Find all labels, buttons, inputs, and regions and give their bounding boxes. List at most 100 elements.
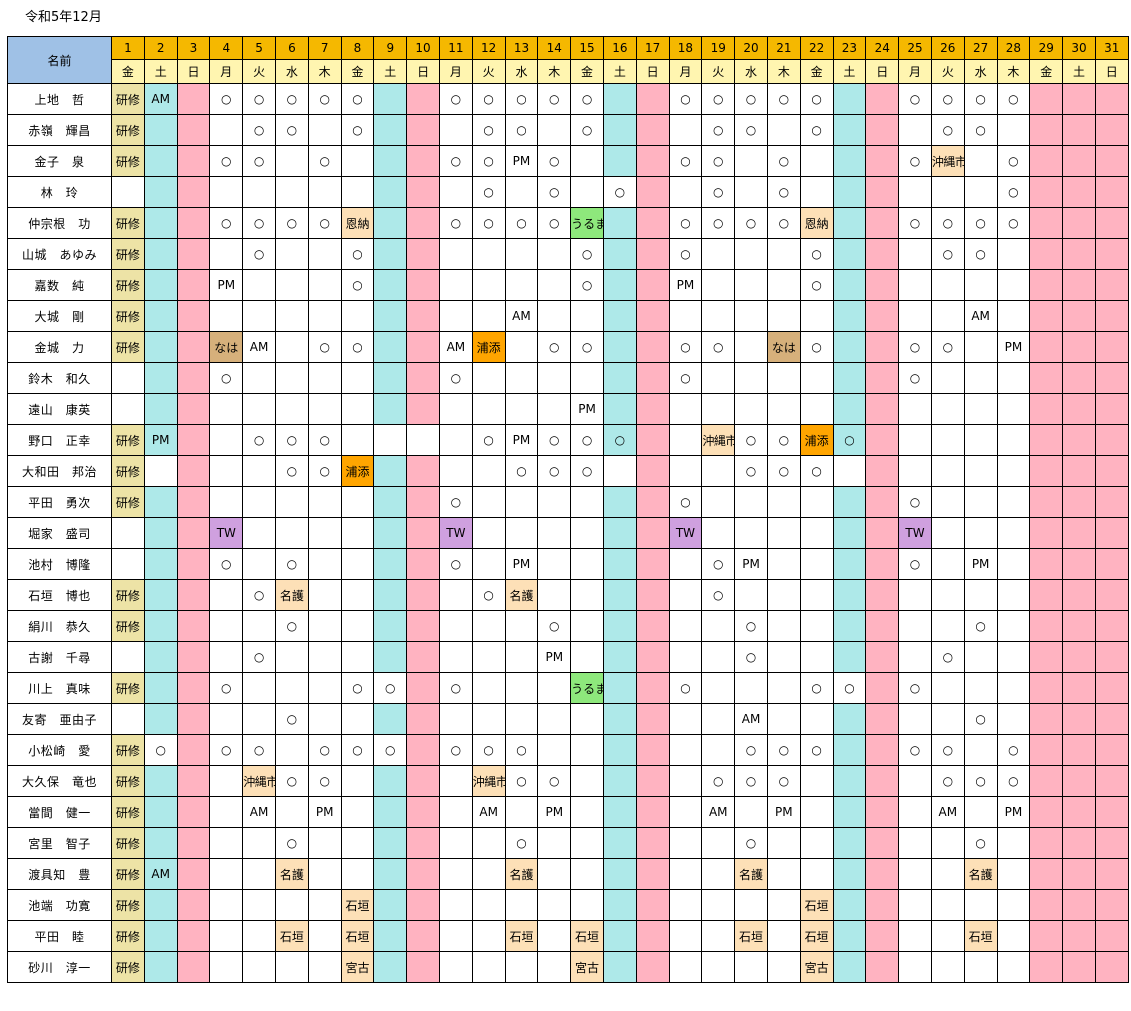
schedule-cell[interactable] xyxy=(635,207,670,239)
schedule-cell[interactable] xyxy=(340,424,375,456)
schedule-cell[interactable] xyxy=(701,393,736,425)
schedule-cell[interactable] xyxy=(307,889,342,921)
schedule-cell[interactable] xyxy=(602,579,637,611)
schedule-cell[interactable] xyxy=(1029,765,1064,797)
schedule-cell[interactable]: ○ xyxy=(438,672,473,704)
schedule-cell[interactable] xyxy=(898,300,932,332)
schedule-cell[interactable]: ○ xyxy=(143,734,178,766)
schedule-cell[interactable] xyxy=(373,114,408,146)
schedule-cell[interactable] xyxy=(701,300,736,332)
schedule-cell[interactable]: ○ xyxy=(963,703,998,735)
schedule-cell[interactable] xyxy=(930,920,965,952)
schedule-cell[interactable] xyxy=(570,889,604,921)
schedule-cell[interactable]: ○ xyxy=(274,424,309,456)
schedule-cell[interactable] xyxy=(438,703,473,735)
schedule-cell[interactable] xyxy=(996,827,1031,859)
schedule-cell[interactable] xyxy=(1094,114,1129,146)
schedule-cell[interactable] xyxy=(570,858,604,890)
schedule-cell[interactable]: ○ xyxy=(898,548,932,580)
schedule-cell[interactable] xyxy=(898,889,932,921)
schedule-cell[interactable]: ○ xyxy=(996,207,1031,239)
schedule-cell[interactable] xyxy=(209,765,244,797)
schedule-cell[interactable] xyxy=(307,114,342,146)
schedule-cell[interactable]: ○ xyxy=(734,83,768,115)
schedule-cell[interactable]: AM xyxy=(242,796,276,828)
schedule-cell[interactable] xyxy=(1029,951,1064,983)
schedule-cell[interactable] xyxy=(340,610,375,642)
schedule-cell[interactable] xyxy=(209,610,244,642)
schedule-cell[interactable]: 石垣 xyxy=(504,920,539,952)
schedule-cell[interactable] xyxy=(373,486,408,518)
schedule-cell[interactable]: ○ xyxy=(898,734,932,766)
schedule-cell[interactable] xyxy=(537,486,572,518)
schedule-cell[interactable] xyxy=(963,951,998,983)
schedule-cell[interactable] xyxy=(668,765,703,797)
schedule-cell[interactable] xyxy=(734,362,768,394)
schedule-cell[interactable] xyxy=(766,114,801,146)
schedule-cell[interactable] xyxy=(504,393,539,425)
schedule-cell[interactable]: ○ xyxy=(701,579,736,611)
schedule-cell[interactable] xyxy=(602,858,637,890)
schedule-cell[interactable] xyxy=(307,610,342,642)
schedule-cell[interactable] xyxy=(504,176,539,208)
schedule-cell[interactable] xyxy=(176,796,211,828)
schedule-cell[interactable] xyxy=(406,114,440,146)
schedule-cell[interactable]: 石垣 xyxy=(799,920,834,952)
schedule-cell[interactable]: 沖縄市 xyxy=(242,765,276,797)
schedule-cell[interactable]: ○ xyxy=(766,424,801,456)
schedule-cell[interactable] xyxy=(963,486,998,518)
schedule-cell[interactable] xyxy=(602,672,637,704)
schedule-cell[interactable] xyxy=(242,672,276,704)
schedule-cell[interactable] xyxy=(274,796,309,828)
schedule-cell[interactable] xyxy=(1029,610,1064,642)
schedule-cell[interactable] xyxy=(570,734,604,766)
schedule-cell[interactable] xyxy=(668,393,703,425)
schedule-cell[interactable]: ○ xyxy=(274,455,309,487)
schedule-cell[interactable] xyxy=(274,393,309,425)
schedule-cell[interactable] xyxy=(406,331,440,363)
schedule-cell[interactable] xyxy=(996,951,1031,983)
schedule-cell[interactable] xyxy=(274,362,309,394)
schedule-cell[interactable] xyxy=(340,796,375,828)
schedule-cell[interactable] xyxy=(930,672,965,704)
schedule-cell[interactable] xyxy=(471,703,506,735)
schedule-cell[interactable] xyxy=(570,300,604,332)
schedule-cell[interactable]: PM xyxy=(504,548,539,580)
schedule-cell[interactable] xyxy=(1094,920,1129,952)
schedule-cell[interactable] xyxy=(111,548,145,580)
schedule-cell[interactable]: ○ xyxy=(340,114,375,146)
schedule-cell[interactable] xyxy=(865,517,900,549)
schedule-cell[interactable] xyxy=(766,920,801,952)
schedule-cell[interactable] xyxy=(963,889,998,921)
schedule-cell[interactable] xyxy=(930,517,965,549)
schedule-cell[interactable] xyxy=(209,486,244,518)
schedule-cell[interactable] xyxy=(1062,579,1096,611)
schedule-cell[interactable] xyxy=(274,238,309,270)
schedule-cell[interactable]: ○ xyxy=(274,765,309,797)
schedule-cell[interactable] xyxy=(340,858,375,890)
schedule-cell[interactable] xyxy=(963,269,998,301)
schedule-cell[interactable] xyxy=(176,424,211,456)
schedule-cell[interactable] xyxy=(930,362,965,394)
schedule-cell[interactable] xyxy=(438,424,473,456)
schedule-cell[interactable] xyxy=(111,362,145,394)
schedule-cell[interactable]: ○ xyxy=(766,176,801,208)
schedule-cell[interactable] xyxy=(143,765,178,797)
schedule-cell[interactable] xyxy=(865,951,900,983)
schedule-cell[interactable]: TW xyxy=(209,517,244,549)
schedule-cell[interactable] xyxy=(668,734,703,766)
schedule-cell[interactable] xyxy=(799,362,834,394)
schedule-cell[interactable]: ○ xyxy=(438,548,473,580)
schedule-cell[interactable] xyxy=(471,238,506,270)
schedule-cell[interactable] xyxy=(865,796,900,828)
schedule-cell[interactable] xyxy=(373,703,408,735)
schedule-cell[interactable]: ○ xyxy=(537,207,572,239)
schedule-cell[interactable] xyxy=(668,424,703,456)
schedule-cell[interactable] xyxy=(307,579,342,611)
schedule-cell[interactable] xyxy=(668,300,703,332)
schedule-cell[interactable] xyxy=(701,610,736,642)
schedule-cell[interactable]: PM xyxy=(143,424,178,456)
schedule-cell[interactable]: ○ xyxy=(996,734,1031,766)
schedule-cell[interactable]: 石垣 xyxy=(274,920,309,952)
schedule-cell[interactable] xyxy=(209,114,244,146)
